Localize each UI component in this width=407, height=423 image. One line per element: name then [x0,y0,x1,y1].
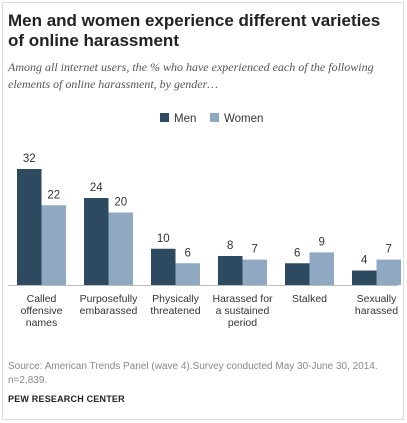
bar-women-0 [41,205,66,285]
data-label-women-3: 7 [252,244,258,256]
data-label-men-1: 24 [90,182,103,194]
data-label-men-5: 4 [361,255,368,267]
legend: Men Women [0,112,407,126]
bar-chart: 32 22 Called offensive names 24 20 Purposefully… [8,153,401,329]
bar-men-2 [151,248,176,285]
legend-label-women: Women [224,113,264,125]
bar-women-4 [309,252,334,285]
data-label-women-0: 22 [47,189,60,201]
bar-women-2 [175,263,200,285]
data-label-women-1: 20 [114,197,127,209]
bar-men-4 [285,263,310,285]
data-label-men-0: 32 [23,153,36,165]
data-label-men-4: 6 [294,247,300,259]
bar-women-5 [376,259,401,285]
chart-title: Men and women experience different varie… [8,11,381,50]
bar-men-3 [218,256,243,285]
bar-women-3 [242,259,267,285]
category-label-1: Purposefully embarassed [80,293,139,317]
footer-credit: PEW RESEARCH CENTER [8,394,125,404]
category-label-5: Sexually harassed [355,293,398,317]
bar-men-5 [352,270,377,285]
chart-frame [2,2,404,420]
category-label-3: Harassed for a sustained period [212,293,273,329]
category-label-0: Called offensive names [21,293,63,329]
data-label-women-4: 9 [319,236,325,248]
data-label-women-5: 7 [386,244,392,256]
chart-subtitle: Among all internet users, the % who have… [8,60,374,91]
legend-swatch-women [210,113,219,123]
bar-men-0 [17,169,42,285]
category-label-2: Physically threatened [150,293,200,317]
category-label-4: Stalked [292,293,327,305]
legend-item-women: Women [210,112,263,126]
source-note: Source: American Trends Panel (wave 4).S… [8,361,378,386]
data-label-men-2: 10 [157,233,170,245]
legend-label-men: Men [174,113,197,125]
data-label-women-2: 6 [185,247,191,259]
data-label-men-3: 8 [227,240,233,252]
bar-men-1 [84,198,109,285]
legend-item-men: Men [160,112,196,126]
legend-swatch-men [160,113,169,123]
bar-women-1 [108,212,133,285]
